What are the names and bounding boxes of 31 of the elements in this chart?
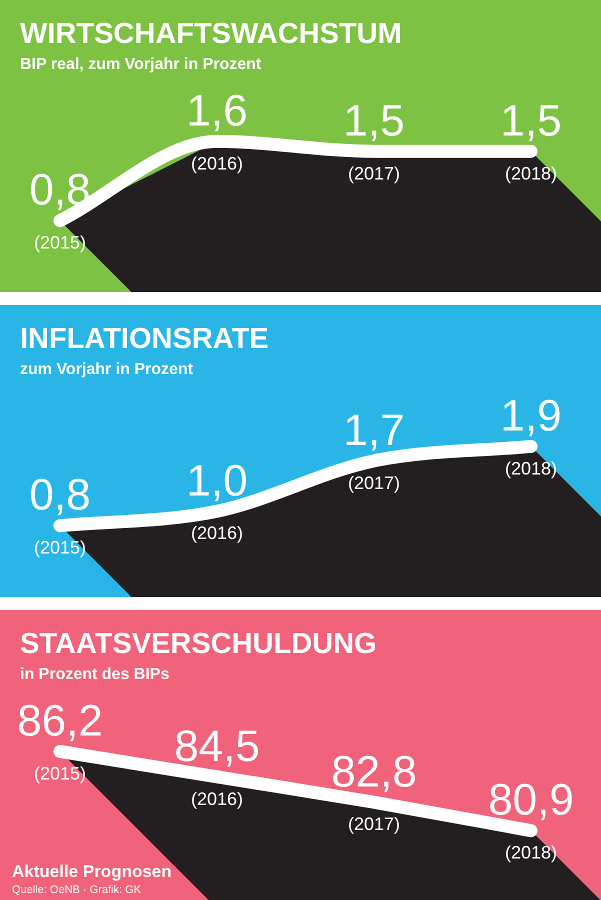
chart-subtitle: zum Vorjahr in Prozent [20,361,194,379]
data-label: 1,7 [343,406,405,455]
data-label: 1,5 [500,96,562,146]
chart-title: STAATSVERSCHULDUNG [20,628,377,661]
data-label: 1,9 [500,391,562,440]
chart-subtitle: BIP real, zum Vorjahr in Prozent [20,56,262,74]
data-label: 82,8 [331,747,417,796]
x-tick-label: (2016) [190,523,244,544]
chart-title: WIRTSCHAFTSWACHSTUM [20,18,402,51]
x-tick-label: (2016) [190,153,244,174]
data-label: 0,8 [29,470,91,520]
data-label: 80,9 [488,776,574,825]
x-tick-label: (2017) [348,814,400,834]
chart-title: INFLATIONSRATE [20,323,269,356]
data-label: 86,2 [17,696,103,746]
data-label: 1,5 [343,96,405,146]
data-label: 84,5 [174,722,260,771]
text: Aktuelle Prognosen [12,862,172,882]
x-tick-label: (2017) [348,163,400,184]
chart-subtitle: in Prozent des BIPs [20,666,170,684]
x-tick-label: (2018) [504,458,558,478]
x-tick-label: (2018) [504,163,558,184]
data-label: 1,6 [186,86,248,136]
data-label: 1,0 [186,456,248,506]
source-note: Quelle: OeNB · Grafik: GK [12,884,142,896]
x-tick-label: (2017) [348,472,400,493]
x-tick-label: (2016) [190,788,244,809]
x-tick-label: (2015) [34,232,86,253]
x-tick-label: (2018) [504,842,558,863]
x-tick-label: (2015) [34,538,86,558]
x-tick-label: (2015) [34,763,86,784]
